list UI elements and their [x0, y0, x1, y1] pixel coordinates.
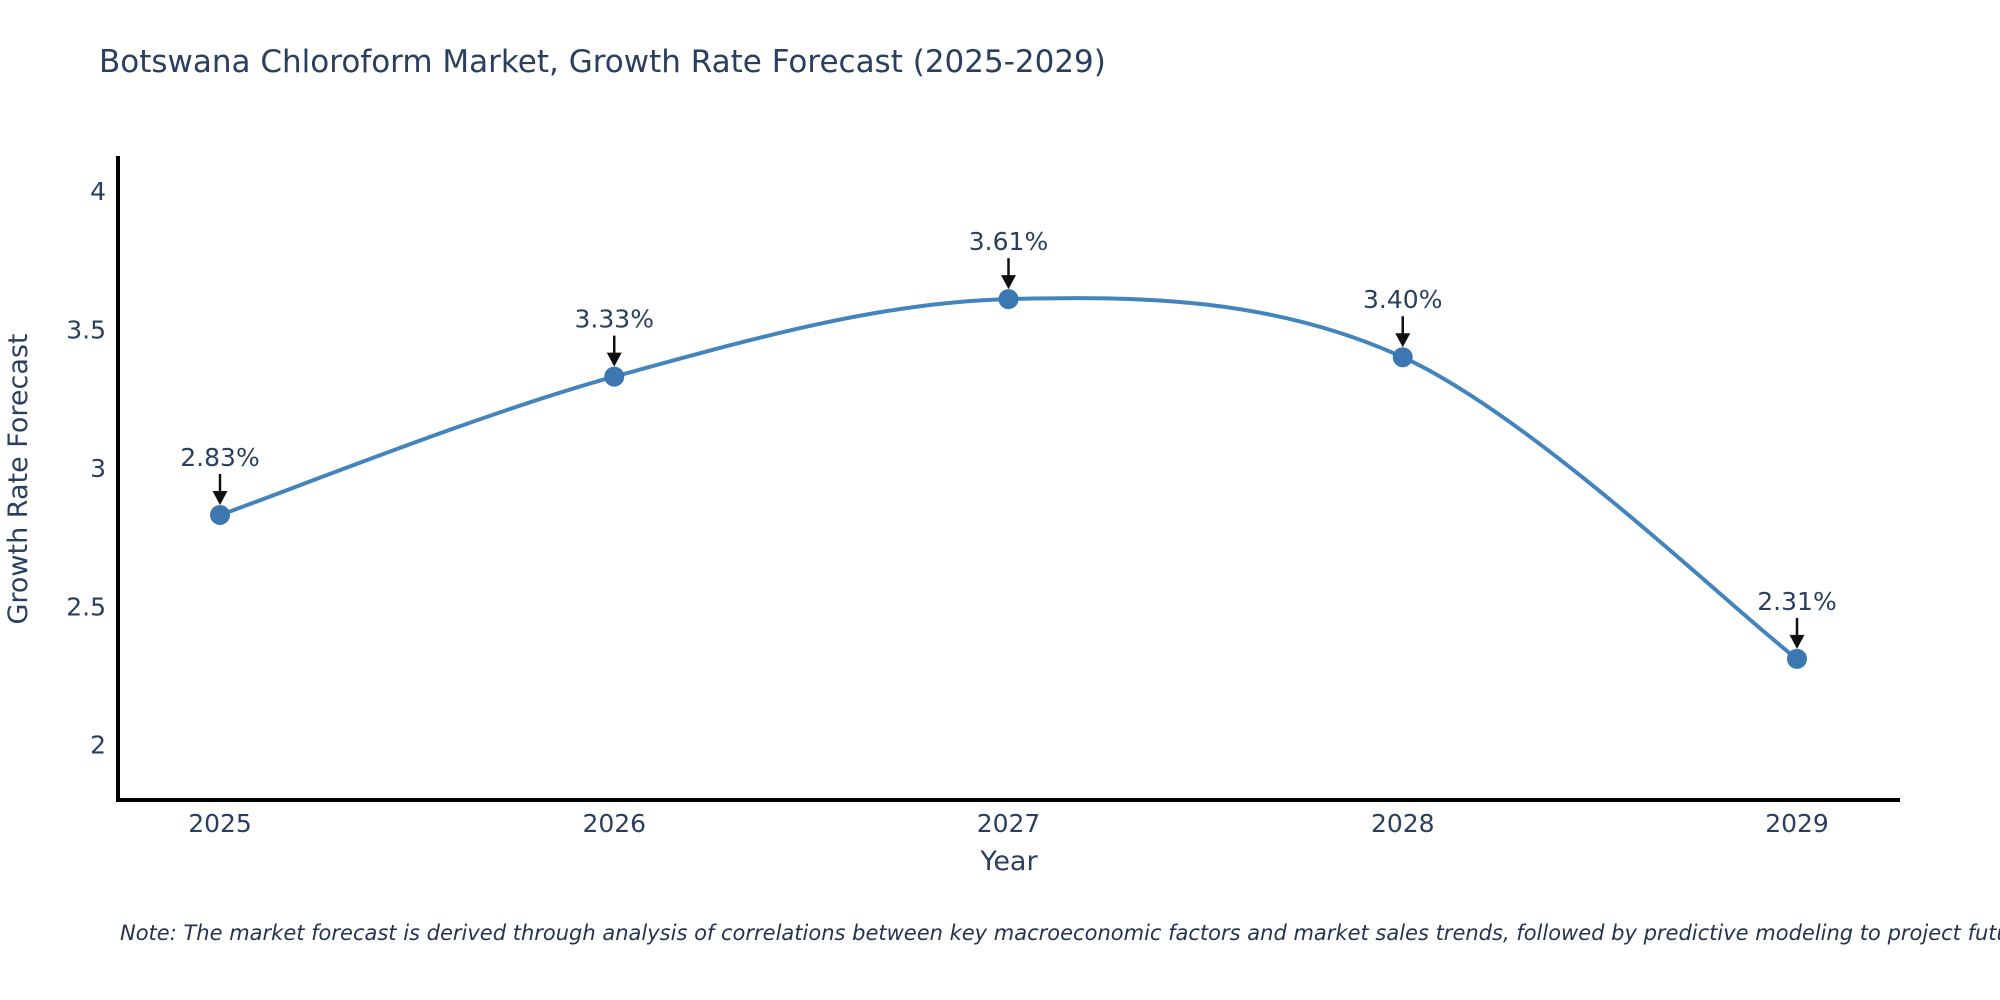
axes: 2 2.5 3 3.5 4 2025 2026 2027 2028 2029	[66, 156, 1900, 838]
data-point-2029	[1787, 648, 1807, 669]
y-tick-label: 3	[90, 454, 106, 483]
point-label: 3.61%	[969, 227, 1048, 256]
line-series	[210, 289, 1807, 669]
x-tick-label: 2027	[977, 809, 1041, 838]
footnote: Note: The market forecast is derived thr…	[120, 921, 2000, 945]
point-annotations: 2.83% 3.33% 3.61% 3.40% 2.31%	[180, 227, 1837, 649]
data-point-2028	[1392, 347, 1413, 368]
x-tick-label: 2028	[1371, 809, 1435, 838]
data-point-2025	[210, 504, 230, 525]
series-line	[218, 296, 1799, 661]
x-tick-label: 2025	[188, 809, 252, 838]
point-label: 3.40%	[1363, 285, 1442, 314]
point-label: 2.83%	[180, 443, 259, 472]
chart-title: Botswana Chloroform Market, Growth Rate …	[99, 44, 1106, 80]
y-tick-label: 2.5	[66, 592, 106, 621]
data-point-2026	[604, 366, 625, 387]
data-point-2027	[998, 289, 1019, 310]
annotation-arrow-head	[1001, 275, 1016, 290]
y-tick-label: 4	[90, 177, 106, 206]
x-tick-label: 2029	[1765, 809, 1829, 838]
y-tick-label: 3.5	[66, 316, 106, 345]
annotation-arrow-head	[1395, 333, 1411, 348]
x-tick-label: 2026	[582, 809, 646, 838]
annotation-arrow-head	[606, 352, 622, 367]
y-axis-title: Growth Rate Forecast	[3, 333, 34, 624]
annotation-arrow-head	[1789, 634, 1805, 649]
point-label: 2.31%	[1757, 587, 1836, 616]
y-tick-label: 2	[90, 731, 106, 760]
annotation-arrow-head	[212, 490, 228, 505]
point-label: 3.33%	[575, 305, 654, 334]
x-axis-title: Year	[979, 846, 1038, 877]
